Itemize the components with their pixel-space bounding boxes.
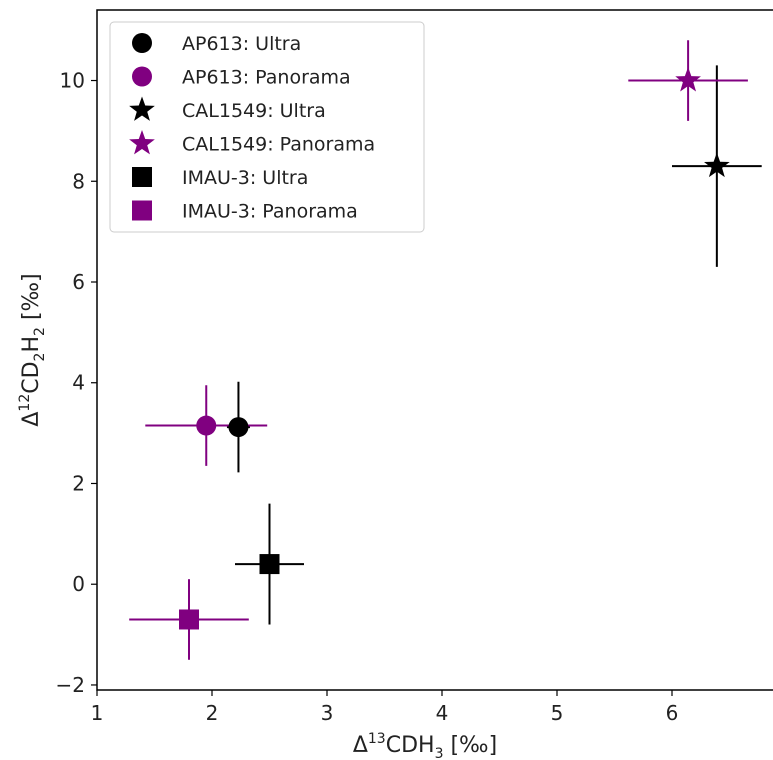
y-tick-label: 8	[72, 169, 85, 193]
legend-label: AP613: Panorama	[182, 67, 351, 89]
legend-label: CAL1549: Panorama	[182, 134, 375, 156]
y-axis-ticks: −2 0 2 4 6 8 10	[56, 69, 97, 697]
y-tick-label: 4	[72, 371, 85, 395]
x-tick-label: 6	[666, 701, 679, 725]
legend-box	[109, 21, 425, 233]
y-axis-label: Δ12CD2H2 [‰]	[17, 273, 48, 426]
markers-layer	[179, 67, 730, 630]
x-tick-label: 3	[321, 701, 334, 725]
x-tick-label: 4	[436, 701, 449, 725]
legend-marker-square	[132, 200, 152, 221]
legend-marker-square	[132, 167, 152, 187]
legend: AP613: Ultra AP613: Panorama CAL1549: Ultr…	[109, 21, 425, 233]
data-point-circle	[196, 415, 217, 436]
x-axis-ticks: 1234567	[91, 690, 679, 725]
data-point-star	[675, 67, 701, 92]
y-tick-label: 2	[72, 471, 85, 495]
y-tick-label: −2	[56, 673, 85, 697]
legend-marker-circle	[132, 66, 152, 87]
legend-marker-star	[129, 96, 155, 121]
x-tick-label: 5	[551, 701, 564, 725]
x-axis-label: Δ13CDH3 [‰]	[353, 731, 497, 760]
legend-label: AP613: Ultra	[182, 33, 301, 55]
data-point-star	[704, 152, 730, 178]
legend-label: IMAU-3: Panorama	[182, 201, 358, 223]
x-tick-label: 2	[206, 701, 219, 725]
y-tick-label: 10	[60, 69, 85, 93]
data-point-circle	[228, 417, 249, 438]
y-tick-label: 0	[72, 572, 85, 596]
legend-marker-star	[129, 130, 155, 155]
y-tick-label: 6	[72, 270, 85, 294]
legend-label: IMAU-3: Ultra	[182, 167, 308, 189]
x-tick-label: 1	[91, 701, 104, 725]
data-point-square	[259, 554, 280, 575]
legend-label: CAL1549: Ultra	[182, 100, 326, 122]
legend-marker-circle	[132, 33, 152, 53]
data-point-square	[179, 609, 199, 630]
